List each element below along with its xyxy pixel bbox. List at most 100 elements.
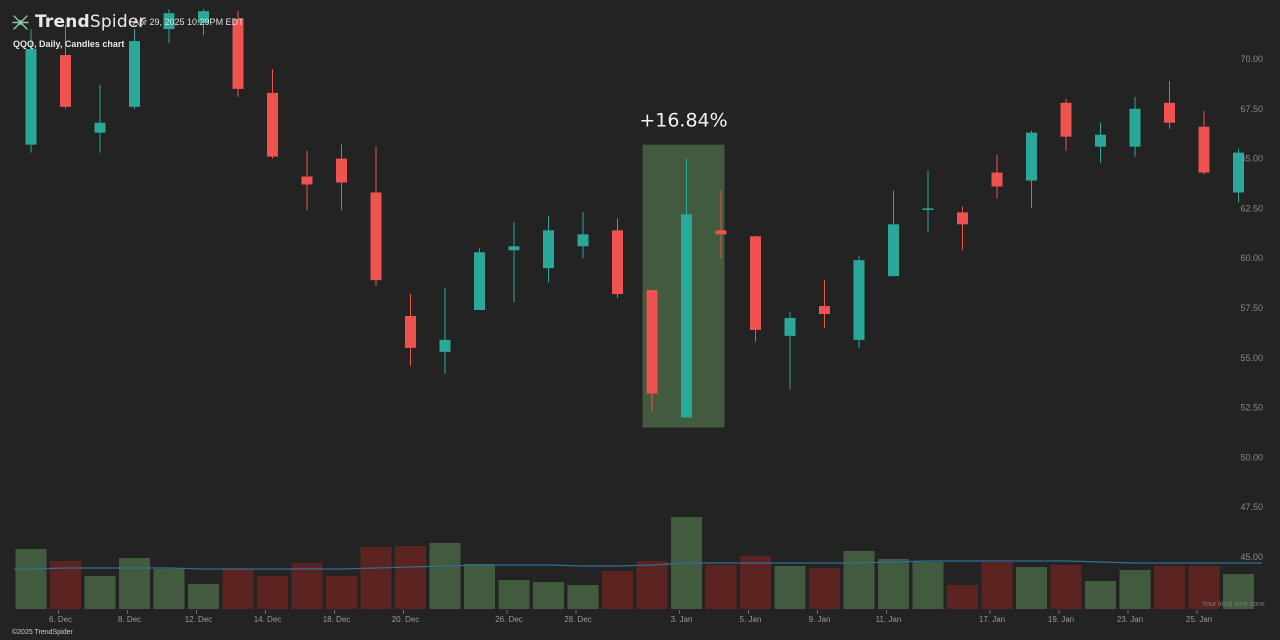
candle bbox=[784, 311, 796, 390]
candle-body bbox=[1164, 102, 1175, 123]
candle bbox=[646, 290, 658, 412]
candle bbox=[957, 206, 968, 251]
volume-bar bbox=[981, 562, 1013, 609]
candle-body bbox=[888, 224, 899, 277]
candle-body bbox=[1026, 132, 1037, 181]
volume-bar bbox=[602, 571, 633, 609]
candle-body bbox=[543, 230, 554, 269]
candle-body bbox=[129, 41, 140, 107]
copyright: ©2025 TrendSpider bbox=[12, 629, 73, 636]
price-tick-label: 65.00 bbox=[1240, 154, 1263, 164]
candle bbox=[1129, 96, 1141, 157]
change-annotation: +16.84% bbox=[639, 110, 727, 132]
candle bbox=[405, 294, 416, 366]
volume-bar bbox=[1223, 574, 1254, 609]
volume-bar bbox=[188, 584, 219, 609]
volume-bar bbox=[740, 556, 771, 609]
price-tick-label: 60.00 bbox=[1240, 253, 1263, 263]
date-tick-label: 8. Dec bbox=[118, 615, 141, 624]
candle-body bbox=[750, 236, 761, 330]
candle-body bbox=[922, 208, 934, 210]
candle-body bbox=[439, 339, 451, 352]
date-tick-label: 12. Dec bbox=[185, 615, 213, 624]
volume-bar bbox=[1188, 566, 1220, 609]
volume-bar bbox=[705, 565, 737, 609]
candle bbox=[1026, 130, 1037, 209]
volume-bar bbox=[912, 562, 944, 609]
candle bbox=[1060, 98, 1072, 151]
candle-body bbox=[405, 315, 416, 348]
candle bbox=[198, 9, 209, 36]
candle-body bbox=[336, 158, 347, 183]
candle bbox=[474, 248, 485, 310]
candle bbox=[1164, 80, 1175, 129]
candle bbox=[94, 84, 106, 153]
candle bbox=[129, 29, 140, 109]
candle bbox=[1233, 148, 1244, 203]
chart-subtitle: QQQ, Daily, Candles chart bbox=[13, 39, 125, 49]
candle-body bbox=[681, 214, 692, 418]
price-tick-label: 45.00 bbox=[1240, 552, 1263, 562]
timezone-note[interactable]: Your local time zone bbox=[1202, 601, 1265, 608]
date-tick-label: 25. Jan bbox=[1186, 615, 1212, 624]
volume-bar bbox=[498, 580, 530, 609]
candle bbox=[819, 280, 830, 328]
candle-body bbox=[232, 19, 244, 89]
volume-bar bbox=[947, 585, 978, 609]
date-tick-label: 3. Jan bbox=[671, 615, 693, 624]
candle-body bbox=[94, 122, 106, 133]
candle-body bbox=[853, 260, 865, 340]
volume-bar bbox=[429, 543, 461, 609]
candle bbox=[922, 170, 934, 233]
volume-bar bbox=[395, 546, 426, 609]
candle bbox=[1198, 110, 1210, 175]
candle-body bbox=[819, 306, 830, 314]
price-axis[interactable]: 70.00 67.50 65.00 62.50 60.00 57.50 55.00 52.50… bbox=[1240, 54, 1263, 562]
volume-bar bbox=[360, 547, 392, 609]
candle-body bbox=[370, 192, 382, 281]
candle-body bbox=[784, 317, 796, 336]
volume-ma-line bbox=[14, 560, 1262, 570]
candle bbox=[163, 9, 175, 44]
candle bbox=[577, 212, 589, 259]
candle-body bbox=[198, 11, 209, 24]
date-axis[interactable]: 6. Dec 8. Dec 12. Dec 14. Dec 18. Dec 20. Dec… bbox=[49, 610, 1212, 624]
candle bbox=[25, 29, 37, 153]
volume-bar bbox=[119, 558, 150, 609]
brand-name: TrendSpider bbox=[35, 12, 146, 32]
candle bbox=[301, 150, 313, 211]
candle bbox=[543, 216, 554, 283]
price-tick-label: 57.50 bbox=[1240, 303, 1263, 313]
candle bbox=[60, 25, 71, 109]
volume-bar bbox=[1085, 581, 1116, 609]
candle bbox=[612, 218, 623, 299]
volume-bar bbox=[533, 582, 564, 609]
candle bbox=[508, 222, 520, 303]
candle-body bbox=[1129, 108, 1141, 147]
candlesticks bbox=[25, 9, 1244, 418]
volume-bar bbox=[636, 561, 668, 609]
date-tick-label: 26. Dec bbox=[495, 615, 523, 624]
candle-body bbox=[267, 92, 278, 157]
candle-body bbox=[474, 252, 485, 310]
candle-body bbox=[991, 172, 1003, 187]
volume-bar bbox=[291, 563, 323, 609]
candle bbox=[232, 11, 244, 97]
date-tick-label: 9. Jan bbox=[809, 615, 831, 624]
volume-bar bbox=[567, 585, 599, 609]
candle-body bbox=[60, 55, 71, 107]
volume-bar bbox=[1119, 570, 1151, 609]
volume-bar bbox=[878, 559, 909, 609]
date-tick-label: 18. Dec bbox=[323, 615, 351, 624]
candle-body bbox=[301, 176, 313, 185]
volume-bar bbox=[222, 569, 254, 609]
price-tick-label: 47.50 bbox=[1240, 502, 1263, 512]
volume-bar bbox=[1016, 567, 1047, 609]
candle-body bbox=[577, 234, 589, 247]
candle bbox=[439, 288, 451, 374]
price-tick-label: 62.50 bbox=[1240, 203, 1263, 213]
brand-logo[interactable]: TrendSpider bbox=[12, 12, 146, 32]
candle-body bbox=[1095, 134, 1106, 147]
candle bbox=[991, 154, 1003, 199]
